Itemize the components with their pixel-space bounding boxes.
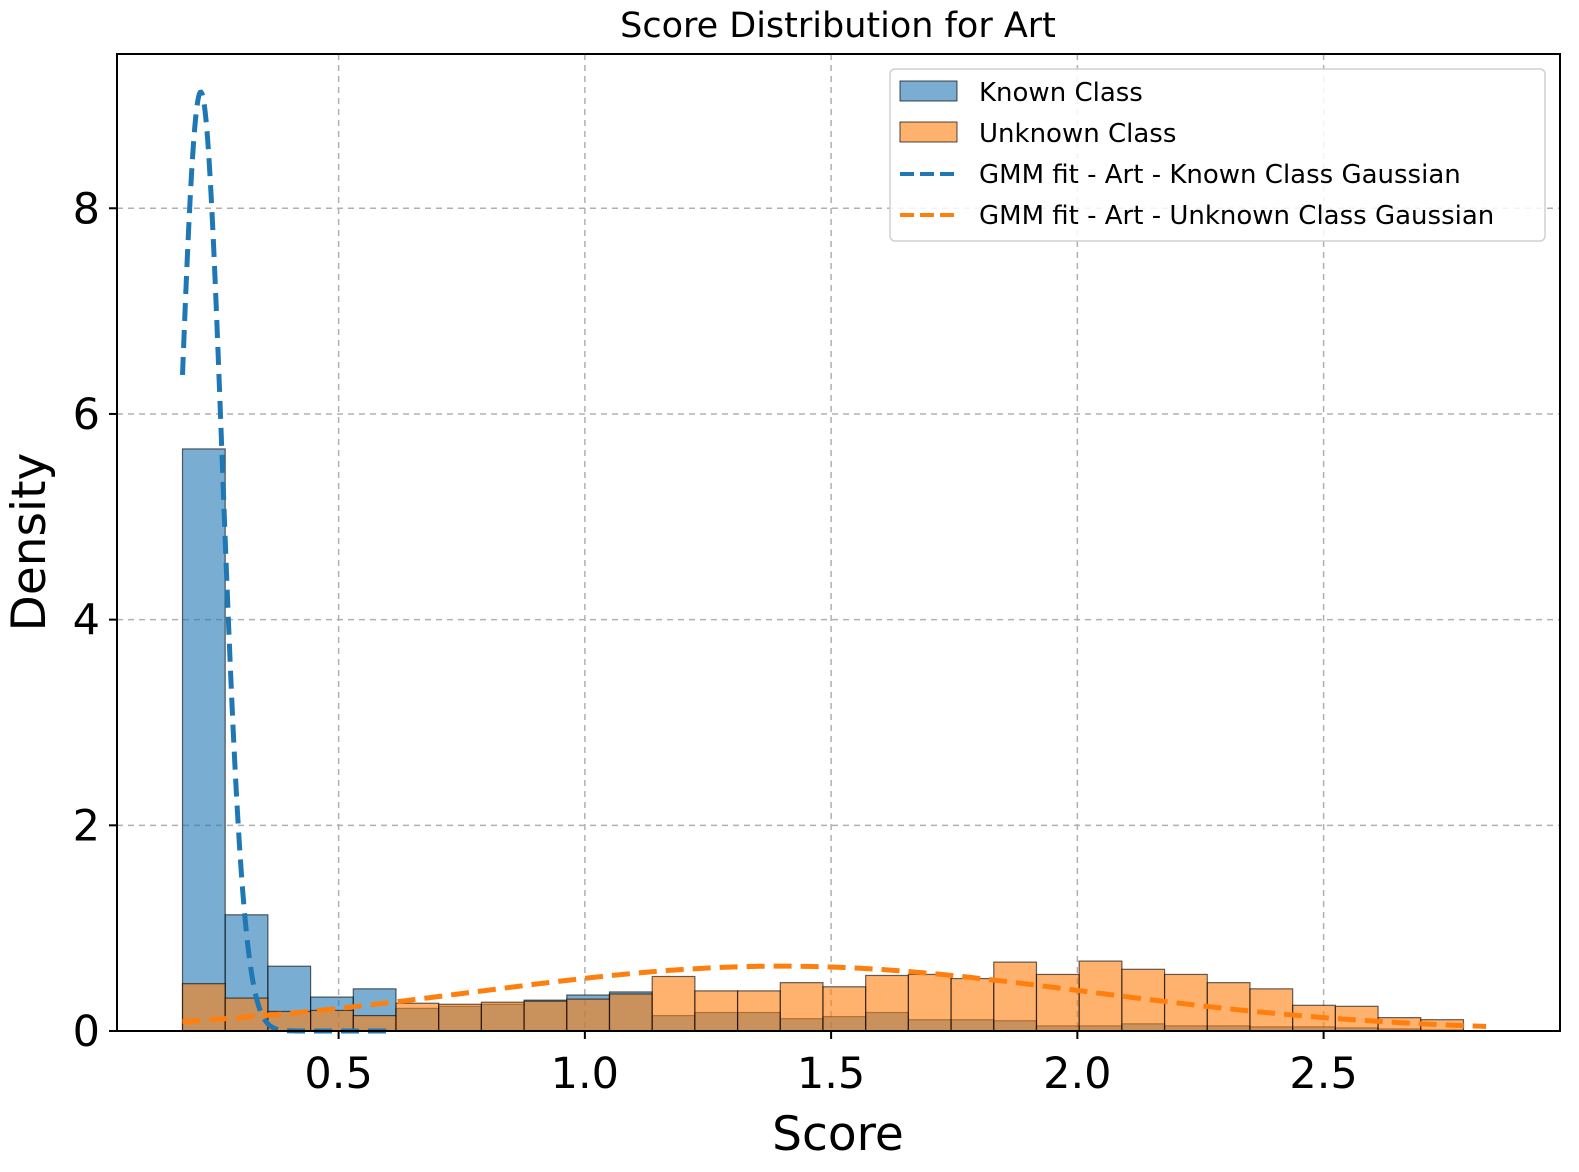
- x-tick-label: 2.0: [1043, 1049, 1111, 1099]
- unknown-class-bar: [395, 1002, 440, 1032]
- x-tick-label: 2.5: [1289, 1049, 1357, 1099]
- legend-label-unknown-class: Unknown Class: [979, 119, 1176, 149]
- unknown-class-bar: [694, 990, 739, 1032]
- y-tick-label: 4: [73, 596, 100, 646]
- unknown-class-bar: [993, 961, 1038, 1032]
- unknown-class-bar: [608, 993, 653, 1032]
- y-tick-label: 8: [73, 184, 100, 234]
- y-axis-label: Density: [2, 453, 57, 632]
- x-axis-ticks: 0.5 1.0 1.5 2.0 2.5: [304, 1031, 1358, 1099]
- legend-swatch-known-class: [899, 80, 958, 102]
- chart-title: Score Distribution for Art: [620, 6, 1056, 46]
- unknown-class-bar: [1249, 988, 1294, 1032]
- x-tick-label: 1.5: [797, 1049, 865, 1099]
- x-tick-label: 0.5: [304, 1049, 372, 1099]
- unknown-class-bar: [651, 975, 696, 1032]
- known-class-bar: [181, 448, 226, 1032]
- legend-label-unknown-gaussian: GMM fit - Art - Unknown Class Gaussian: [979, 201, 1494, 231]
- plot-frame: [116, 53, 1561, 1032]
- unknown-class-gaussian-curve: [182, 963, 1487, 1029]
- unknown-class-bar: [224, 997, 269, 1032]
- unknown-class-bar: [523, 1000, 568, 1032]
- unknown-class-bar: [865, 974, 909, 1032]
- unknown-class-bar: [736, 990, 781, 1032]
- legend-label-known-class: Known Class: [979, 78, 1143, 108]
- x-axis-label: Score: [772, 1107, 904, 1162]
- unknown-class-bar: [181, 983, 226, 1032]
- y-tick-label: 6: [73, 390, 100, 440]
- unknown-class-bar: [1078, 960, 1123, 1032]
- legend-label-known-gaussian: GMM fit - Art - Known Class Gaussian: [979, 160, 1461, 190]
- unknown-class-bar: [438, 1003, 482, 1032]
- unknown-class-bar: [1035, 973, 1080, 1032]
- legend-frame: [889, 68, 1546, 242]
- unknown-class-bar: [950, 977, 995, 1032]
- legend: Known Class Unknown Class GMM fit - Art …: [889, 68, 1546, 242]
- y-tick-label: 0: [73, 1007, 100, 1057]
- unknown-class-bar: [907, 973, 952, 1032]
- known-class-histogram: [181, 448, 1465, 1032]
- unknown-class-bar: [309, 1009, 354, 1032]
- legend-swatch-unknown-class: [899, 121, 958, 143]
- unknown-class-bar: [779, 982, 824, 1032]
- unknown-class-bar: [480, 1001, 525, 1032]
- x-tick-label: 1.0: [551, 1049, 619, 1099]
- y-tick-label: 2: [73, 801, 100, 851]
- unknown-class-bar: [566, 998, 611, 1032]
- y-axis-ticks: 0 2 4 6 8: [73, 184, 117, 1057]
- unknown-class-bar: [822, 986, 867, 1032]
